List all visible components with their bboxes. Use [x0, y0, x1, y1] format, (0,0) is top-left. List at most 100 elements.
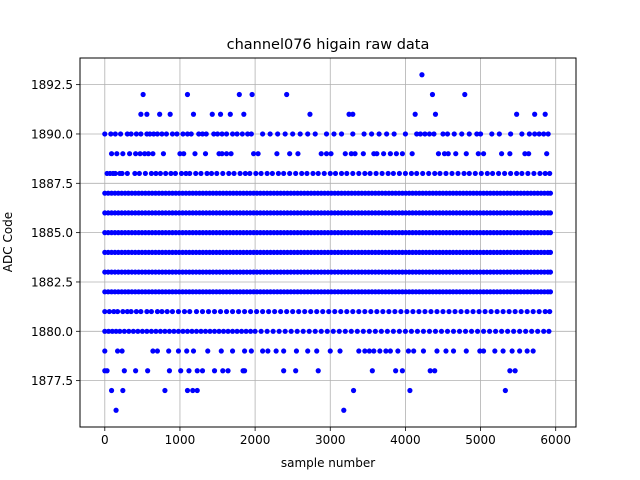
data-point [175, 308, 182, 315]
data-point [254, 308, 260, 315]
data-point [350, 131, 356, 137]
data-point [478, 170, 484, 177]
data-point [431, 131, 437, 137]
data-point [225, 368, 231, 374]
data-point [307, 111, 313, 117]
data-point [166, 348, 172, 354]
data-point [154, 131, 161, 137]
data-point [293, 170, 299, 177]
data-point [239, 131, 245, 137]
y-tick-label: 1885.0 [31, 226, 73, 240]
data-point [402, 131, 409, 137]
data-point [166, 328, 173, 334]
data-point [148, 308, 154, 315]
data-point [247, 170, 253, 177]
y-tick-label: 1880.0 [31, 325, 73, 339]
data-point [542, 111, 548, 117]
data-point [360, 151, 366, 157]
data-point [294, 328, 300, 334]
data-point [411, 348, 417, 354]
data-point [437, 170, 443, 177]
data-point [392, 308, 398, 315]
data-point [133, 368, 139, 374]
data-point [229, 308, 236, 315]
data-point [547, 230, 554, 236]
data-point [342, 151, 348, 157]
data-point [136, 170, 142, 177]
chart-title: channel076 higain raw data [227, 37, 430, 53]
data-point [422, 131, 428, 137]
data-point [514, 170, 520, 177]
data-point [426, 328, 433, 334]
data-point [265, 348, 271, 354]
data-point [130, 328, 136, 334]
data-point [420, 170, 426, 177]
data-point [113, 407, 119, 413]
data-point [117, 131, 124, 137]
data-point [255, 151, 261, 157]
data-point [338, 170, 345, 177]
data-point [414, 170, 420, 177]
x-axis: 0 1000 2000 3000 4000 5000 6000 [101, 427, 571, 447]
data-point [186, 368, 192, 374]
data-point [229, 131, 236, 137]
data-point [331, 131, 337, 137]
data-point [234, 328, 240, 334]
data-point [512, 368, 518, 374]
data-point [348, 151, 354, 157]
data-point [350, 308, 356, 315]
data-point [315, 368, 321, 374]
data-point [420, 328, 427, 334]
data-point [500, 308, 506, 315]
data-point [162, 387, 168, 394]
x-tick-label: 1000 [165, 433, 196, 447]
x-tick-label: 2000 [240, 433, 271, 447]
data-point [168, 170, 174, 177]
data-point [238, 328, 245, 334]
data-point [511, 328, 517, 334]
data-point [202, 328, 209, 334]
data-point [378, 328, 384, 334]
data-point [547, 289, 554, 295]
data-point [183, 170, 189, 177]
x-tick-label: 4000 [390, 433, 421, 447]
data-point [374, 308, 380, 315]
data-point [260, 348, 266, 354]
data-point [326, 308, 332, 315]
data-point [435, 151, 442, 157]
data-point [114, 348, 121, 354]
data-point [267, 131, 273, 137]
data-point [148, 170, 154, 177]
data-point [547, 249, 554, 255]
data-point [308, 308, 314, 315]
data-point [211, 131, 217, 137]
data-point [336, 328, 342, 334]
data-point [312, 328, 318, 334]
data-point [371, 348, 377, 354]
data-point [350, 387, 357, 394]
data-point [205, 348, 211, 354]
data-point [133, 308, 139, 315]
data-point [463, 348, 469, 354]
data-point [120, 308, 126, 315]
data-point [434, 348, 440, 354]
data-point [287, 151, 293, 157]
data-point [127, 151, 133, 157]
data-point [293, 348, 300, 354]
data-point [332, 170, 339, 177]
data-point [362, 170, 368, 177]
data-point [464, 308, 470, 315]
data-point [178, 368, 184, 374]
data-point [450, 328, 457, 334]
data-point [290, 308, 296, 315]
data-point [444, 131, 451, 137]
data-point [517, 328, 523, 334]
data-point [496, 131, 502, 137]
y-tick-label: 1892.5 [31, 78, 73, 92]
data-point [445, 151, 451, 157]
data-point [190, 111, 197, 117]
data-point [299, 170, 305, 177]
data-point [133, 151, 139, 157]
data-point [409, 151, 415, 157]
data-point [530, 348, 536, 354]
